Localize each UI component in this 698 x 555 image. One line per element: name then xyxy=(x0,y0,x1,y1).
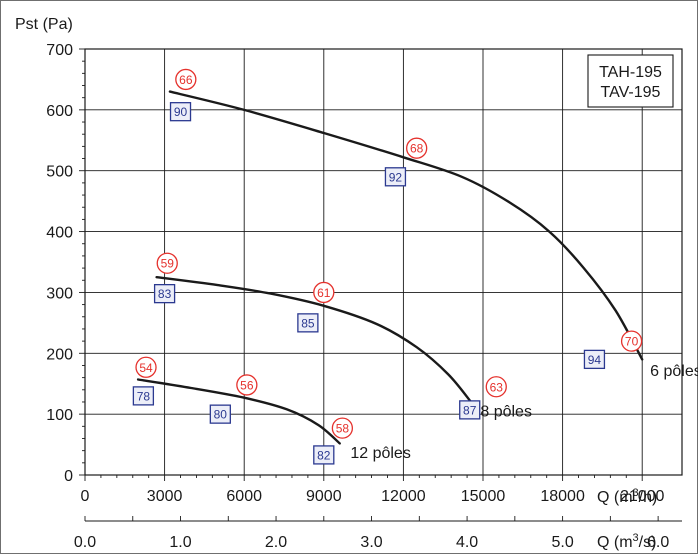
noise-level-badge: 63 xyxy=(485,376,507,398)
power-level-badge: 82 xyxy=(313,445,335,465)
noise-badge-circle xyxy=(620,330,643,352)
plot-border xyxy=(84,48,683,476)
curve-label: 8 pôles xyxy=(480,404,532,421)
x2-axis-label: Q (m3/s) xyxy=(597,532,656,551)
power-badge-box xyxy=(209,404,231,424)
x2-tick-label: 1.0 xyxy=(169,534,191,551)
power-badge-value: 92 xyxy=(389,170,403,184)
power-badge-value: 94 xyxy=(588,353,602,367)
x-tick-label: 15000 xyxy=(461,488,506,505)
x-tick-label: 9000 xyxy=(306,488,342,505)
power-level-badge: 92 xyxy=(384,167,407,187)
noise-level-badge: 68 xyxy=(406,137,428,159)
performance-curves: 6 pôles 8 pôles 12 pôles xyxy=(136,90,698,462)
x2-tick-label: 3.0 xyxy=(360,534,382,551)
y-tick-label: 100 xyxy=(46,407,73,424)
legend-box-line: TAV-195 xyxy=(601,84,661,101)
power-badge-value: 78 xyxy=(137,389,151,403)
x2-axis-ticks: 0.0 1.0 2.0 3.0 4.0 5.0 6.0 xyxy=(74,516,669,551)
x-tick-label: 21000 xyxy=(620,488,665,505)
curve-label: 6 pôles xyxy=(650,363,698,380)
model-legend-box: TAH-195 TAV-195 xyxy=(587,54,674,108)
x-tick-label: 12000 xyxy=(381,488,426,505)
power-badge-box xyxy=(297,313,319,333)
noise-badge-value: 70 xyxy=(625,335,639,349)
curve-line xyxy=(155,276,474,405)
y-tick-label: 500 xyxy=(46,164,73,181)
power-badge-value: 80 xyxy=(214,408,228,422)
curve-badges: 66 68 70 90 92 94 59 61 63 83 85 87 54 56 58 78 80 82 xyxy=(132,68,643,465)
power-level-badge: 85 xyxy=(297,313,319,333)
noise-badge-value: 66 xyxy=(179,73,193,87)
y-axis-label: Pst (Pa) xyxy=(15,16,73,33)
y-tick-label: 0 xyxy=(64,468,73,485)
noise-badge-circle xyxy=(406,137,428,159)
noise-badge-value: 59 xyxy=(161,257,175,271)
power-badge-box xyxy=(583,349,606,370)
x-tick-label: 0 xyxy=(81,488,90,505)
noise-level-badge: 70 xyxy=(620,330,643,352)
power-level-badge: 78 xyxy=(132,386,155,406)
noise-badge-value: 58 xyxy=(336,422,350,436)
x2-tick-label: 6.0 xyxy=(647,534,669,551)
noise-badge-circle xyxy=(175,68,197,91)
x-tick-label: 18000 xyxy=(540,488,585,505)
x-axis-label: Q (m3/h) xyxy=(597,487,657,506)
y-tick-label: 200 xyxy=(46,346,73,363)
curve-label: 12 pôles xyxy=(350,445,411,462)
x2-tick-label: 0.0 xyxy=(74,534,96,551)
legend-box-frame xyxy=(587,54,674,108)
x-axis-ticks: 0 3000 6000 9000 12000 15000 18000 21000 xyxy=(81,475,665,505)
noise-level-badge: 54 xyxy=(135,356,157,378)
noise-level-badge: 58 xyxy=(331,417,354,439)
noise-badge-circle xyxy=(236,374,258,396)
y-tick-label: 700 xyxy=(46,42,73,59)
noise-badge-circle xyxy=(313,281,335,304)
y-tick-label: 600 xyxy=(46,103,73,120)
power-badge-value: 87 xyxy=(463,403,477,417)
x2-tick-label: 2.0 xyxy=(265,534,287,551)
power-badge-value: 90 xyxy=(174,105,188,119)
power-badge-box xyxy=(153,283,176,304)
y-tick-label: 300 xyxy=(46,285,73,302)
power-level-badge: 87 xyxy=(459,400,481,420)
noise-level-badge: 61 xyxy=(313,281,335,304)
power-level-badge: 83 xyxy=(153,283,176,304)
noise-level-badge: 56 xyxy=(236,374,258,396)
power-badge-box xyxy=(132,386,155,406)
x-tick-label: 6000 xyxy=(226,488,262,505)
power-badge-value: 85 xyxy=(301,316,315,330)
noise-badge-value: 56 xyxy=(240,378,254,392)
power-level-badge: 80 xyxy=(209,404,231,424)
noise-badge-circle xyxy=(485,376,507,398)
y-tick-label: 400 xyxy=(46,225,73,242)
noise-level-badge: 66 xyxy=(175,68,197,91)
noise-badge-circle xyxy=(331,417,354,439)
x-tick-label: 3000 xyxy=(147,488,183,505)
noise-badge-value: 61 xyxy=(317,286,331,300)
y-axis-ticks: 0 100 200 300 400 500 600 700 xyxy=(46,42,85,485)
curve-line xyxy=(168,90,644,361)
noise-badge-value: 63 xyxy=(490,380,504,394)
power-badge-value: 82 xyxy=(317,448,331,462)
noise-level-badge: 59 xyxy=(156,252,178,274)
power-badge-value: 83 xyxy=(158,287,172,301)
power-level-badge: 94 xyxy=(583,349,606,370)
power-level-badge: 90 xyxy=(169,102,192,122)
curve-line xyxy=(136,378,341,445)
power-badge-box xyxy=(313,445,335,465)
noise-badge-value: 68 xyxy=(410,142,424,156)
axes xyxy=(84,48,683,522)
x2-tick-label: 4.0 xyxy=(456,534,478,551)
legend-box-line: TAH-195 xyxy=(599,64,662,81)
power-badge-box xyxy=(459,400,481,420)
noise-badge-circle xyxy=(156,252,178,274)
x2-tick-label: 5.0 xyxy=(551,534,573,551)
noise-badge-value: 54 xyxy=(139,361,153,375)
power-badge-box xyxy=(169,102,192,122)
power-badge-box xyxy=(384,167,407,187)
noise-badge-circle xyxy=(135,356,157,378)
